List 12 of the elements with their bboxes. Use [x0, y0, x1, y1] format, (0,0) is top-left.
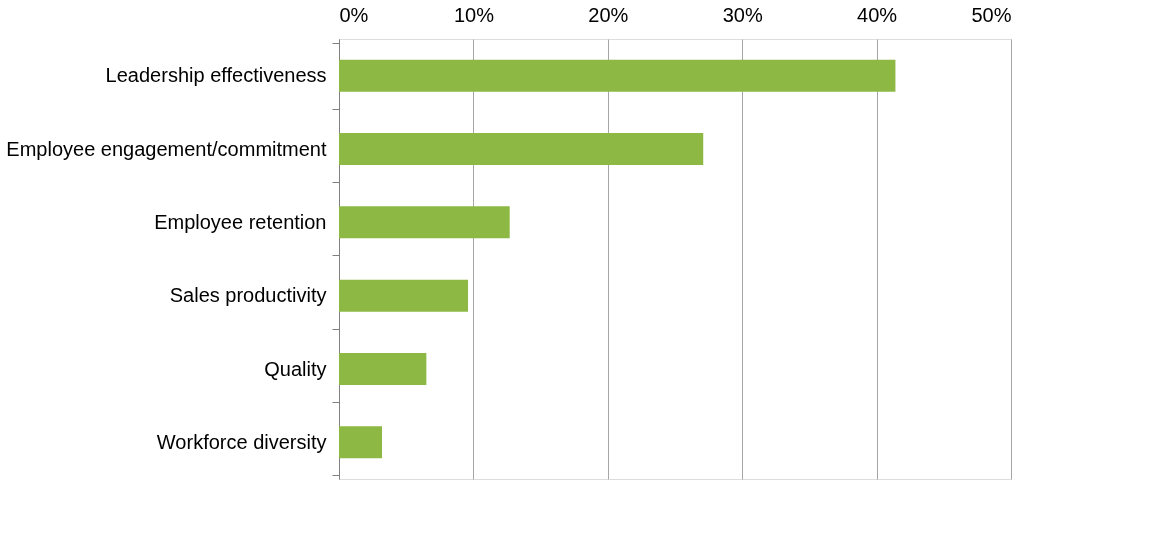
- y-tick-label: Sales productivity: [169, 284, 327, 307]
- x-tick-label: 10%: [453, 3, 495, 26]
- x-tick-label: 50%: [971, 3, 1012, 26]
- y-tick-label: Quality: [264, 357, 327, 380]
- x-tick-label: 30%: [722, 3, 763, 26]
- y-tick-label: Leadership effectiveness: [105, 64, 327, 87]
- y-tick-label: Workforce diversity: [156, 430, 327, 453]
- y-tick-label: Employee engagement/commitment: [6, 137, 327, 160]
- x-tick-label: 40%: [857, 3, 898, 26]
- x-tick-label: 20%: [588, 3, 629, 26]
- y-tick-label: Employee retention: [154, 210, 327, 233]
- x-tick-label: 0%: [339, 3, 369, 26]
